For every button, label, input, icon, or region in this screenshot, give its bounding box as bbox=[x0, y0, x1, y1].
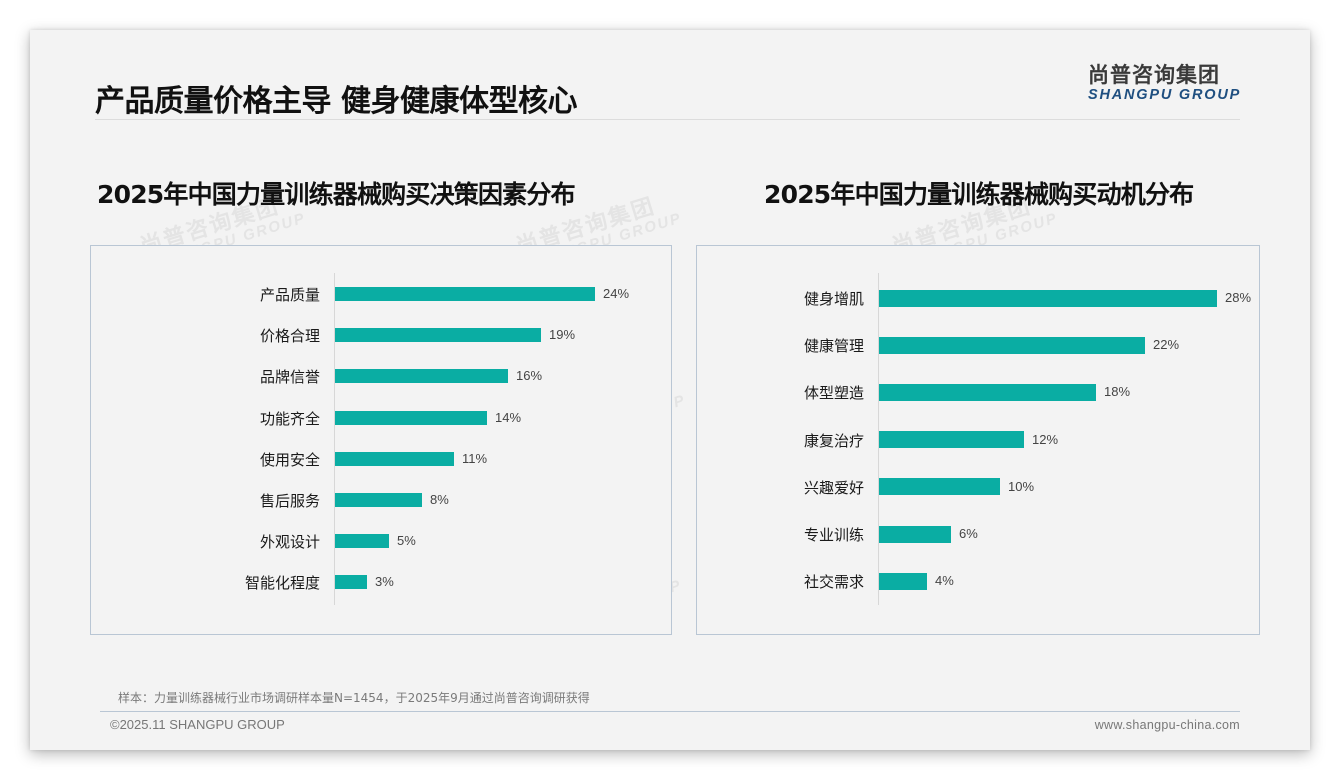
bar[interactable] bbox=[879, 336, 1145, 354]
value-label: 6% bbox=[959, 526, 978, 541]
value-label: 10% bbox=[1008, 478, 1035, 494]
value-label: 11% bbox=[462, 450, 488, 466]
category-label: 外观设计 bbox=[259, 533, 320, 552]
category-label: 兴趣爱好 bbox=[803, 478, 864, 497]
right-chart-title: 2025年中国力量训练器械购买动机分布 bbox=[764, 180, 1194, 209]
value-label: 24% bbox=[603, 286, 630, 301]
sample-note: 样本：力量训练器械行业市场调研样本量N=1454，于2025年9月通过尚普咨询调… bbox=[118, 691, 590, 705]
page-title: 产品质量价格主导 健身健康体型核心 bbox=[95, 84, 577, 119]
bar[interactable] bbox=[879, 431, 1024, 449]
category-label: 品牌信誉 bbox=[259, 368, 320, 387]
value-label: 19% bbox=[549, 327, 576, 343]
value-label: 3% bbox=[375, 574, 394, 590]
category-label: 使用安全 bbox=[259, 450, 320, 469]
value-label: 12% bbox=[1032, 431, 1059, 447]
bar[interactable] bbox=[879, 383, 1096, 401]
value-label: 8% bbox=[430, 492, 449, 507]
category-label: 健身增肌 bbox=[803, 290, 864, 308]
bar[interactable] bbox=[335, 410, 487, 425]
company-logo: 尚普咨询集团 SHANGPU GROUP bbox=[1088, 63, 1241, 103]
slide: 产品质量价格主导 健身健康体型核心 尚普咨询集团 SHANGPU GROUP 尚… bbox=[30, 30, 1310, 750]
bar[interactable] bbox=[335, 328, 541, 343]
website-link[interactable]: www.shangpu-china.com bbox=[1094, 718, 1240, 732]
value-label: 16% bbox=[516, 368, 543, 384]
bar[interactable] bbox=[335, 575, 367, 590]
category-label: 产品质量 bbox=[259, 286, 320, 304]
logo-english-name: SHANGPU GROUP bbox=[1088, 87, 1242, 103]
category-label: 健康管理 bbox=[803, 337, 864, 356]
bar[interactable] bbox=[879, 289, 1217, 307]
bar[interactable] bbox=[879, 525, 951, 543]
value-label: 14% bbox=[495, 409, 522, 425]
left-chart-axis bbox=[334, 273, 335, 605]
right-chart-axis bbox=[878, 273, 879, 605]
bar[interactable] bbox=[879, 478, 1000, 496]
category-label: 价格合理 bbox=[259, 327, 320, 346]
value-label: 18% bbox=[1104, 384, 1131, 400]
footer-divider bbox=[100, 711, 1240, 712]
bar[interactable] bbox=[335, 451, 454, 466]
category-label: 智能化程度 bbox=[244, 574, 320, 593]
copyright: ©2025.11 SHANGPU GROUP bbox=[110, 717, 285, 732]
bar[interactable] bbox=[879, 572, 927, 590]
value-label: 5% bbox=[397, 533, 416, 549]
category-label: 功能齐全 bbox=[259, 409, 320, 428]
value-label: 4% bbox=[935, 573, 954, 589]
right-chart-panel: 健身增肌 28% 健康管理 22% 体型塑造 18% 康复治疗 12% 兴趣爱好 10% 专业训练 6… bbox=[696, 245, 1260, 635]
header-divider bbox=[95, 119, 1240, 120]
value-label: 28% bbox=[1225, 290, 1252, 305]
left-chart-title: 2025年中国力量训练器械购买决策因素分布 bbox=[97, 180, 576, 209]
logo-chinese-name: 尚普咨询集团 bbox=[1088, 63, 1220, 87]
category-label: 体型塑造 bbox=[803, 384, 864, 403]
bar[interactable] bbox=[335, 369, 508, 384]
bar[interactable] bbox=[335, 534, 389, 549]
category-label: 社交需求 bbox=[803, 573, 864, 592]
category-label: 售后服务 bbox=[259, 492, 320, 510]
category-label: 专业训练 bbox=[803, 526, 864, 544]
left-chart-panel: 产品质量 24% 价格合理 19% 品牌信誉 16% 功能齐全 14% 使用安全 11% 售后服务 8… bbox=[90, 245, 672, 635]
bar[interactable] bbox=[335, 287, 595, 301]
bar[interactable] bbox=[335, 493, 422, 507]
category-label: 康复治疗 bbox=[803, 431, 864, 450]
value-label: 22% bbox=[1153, 337, 1180, 353]
